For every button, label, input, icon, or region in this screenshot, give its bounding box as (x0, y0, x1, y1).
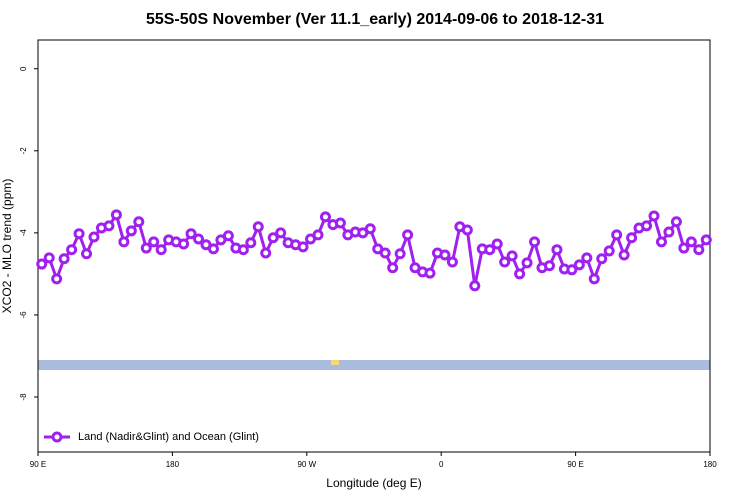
data-point (588, 273, 600, 285)
data-point (626, 232, 638, 244)
data-point (551, 244, 563, 256)
data-point (66, 244, 78, 256)
data-point (260, 247, 272, 259)
data-point (543, 260, 555, 272)
data-point (245, 237, 257, 249)
data-point (603, 245, 615, 257)
x-tick-label: 90 E (30, 460, 46, 469)
data-point (491, 238, 503, 250)
data-point (469, 280, 481, 292)
data-point (155, 244, 167, 256)
data-point (611, 229, 623, 241)
data-point (506, 250, 518, 262)
data-point (193, 233, 205, 245)
data-point (312, 229, 324, 241)
data-point (499, 256, 511, 268)
y-tick-label: -2 (19, 147, 28, 155)
data-point (566, 264, 578, 276)
legend-marker (51, 431, 63, 443)
data-point (648, 210, 660, 222)
data-point (655, 236, 667, 248)
plot-frame (37, 39, 711, 453)
data-point (514, 268, 526, 280)
data-point (222, 230, 234, 242)
data-point (319, 211, 331, 223)
x-tick-label: 180 (166, 460, 180, 469)
data-point (133, 216, 145, 228)
data-point (58, 253, 70, 265)
data-point (581, 252, 593, 264)
x-axis-label: Longitude (deg E) (326, 476, 421, 490)
data-point (446, 256, 458, 268)
y-tick-label: -8 (19, 393, 28, 401)
y-tick-label: -6 (19, 311, 28, 319)
data-point (36, 258, 48, 270)
data-point (641, 220, 653, 232)
data-point (693, 244, 705, 256)
data-point (379, 247, 391, 259)
data-point (484, 244, 496, 256)
data-point (394, 248, 406, 260)
data-point (178, 238, 190, 250)
legend-label: Land (Nadir&Glint) and Ocean (Glint) (78, 431, 259, 443)
data-point (364, 223, 376, 235)
data-point (402, 229, 414, 241)
data-point (148, 236, 160, 248)
x-tick-label: 90 E (567, 460, 583, 469)
data-point (297, 241, 309, 253)
data-point (596, 253, 608, 265)
data-point (521, 257, 533, 269)
data-point (439, 249, 451, 261)
data-point (670, 216, 682, 228)
x-tick-label: 0 (439, 460, 444, 469)
surface-strip (38, 360, 710, 370)
data-point (573, 259, 585, 271)
data-point (700, 234, 712, 246)
data-point (103, 220, 115, 232)
data-point (43, 252, 55, 264)
x-tick-label: 180 (703, 460, 717, 469)
data-point (275, 227, 287, 239)
data-point (140, 242, 152, 254)
data-point (387, 262, 399, 274)
land-patch (331, 360, 339, 365)
data-point (618, 249, 630, 261)
data-point (685, 236, 697, 248)
data-point (73, 228, 85, 240)
data-point (237, 244, 249, 256)
y-tick-label: 0 (19, 66, 28, 71)
data-point (529, 236, 541, 248)
chart-title: 55S-50S November (Ver 11.1_early) 2014-0… (146, 11, 604, 28)
data-point (678, 242, 690, 254)
data-point (461, 224, 473, 236)
data-point (125, 225, 137, 237)
data-point (118, 236, 130, 248)
y-axis-label: XCO2 - MLO trend (ppm) (0, 179, 14, 314)
data-point (81, 248, 93, 260)
data-point (424, 267, 436, 279)
data-point (88, 231, 100, 243)
y-tick-label: -4 (19, 229, 28, 237)
data-point (267, 232, 279, 244)
data-point (252, 221, 264, 233)
data-point (110, 209, 122, 221)
data-point (185, 228, 197, 240)
data-point (51, 273, 63, 285)
data-point (334, 217, 346, 229)
x-tick-label: 90 W (297, 460, 316, 469)
data-point (663, 226, 675, 238)
data-point (207, 243, 219, 255)
